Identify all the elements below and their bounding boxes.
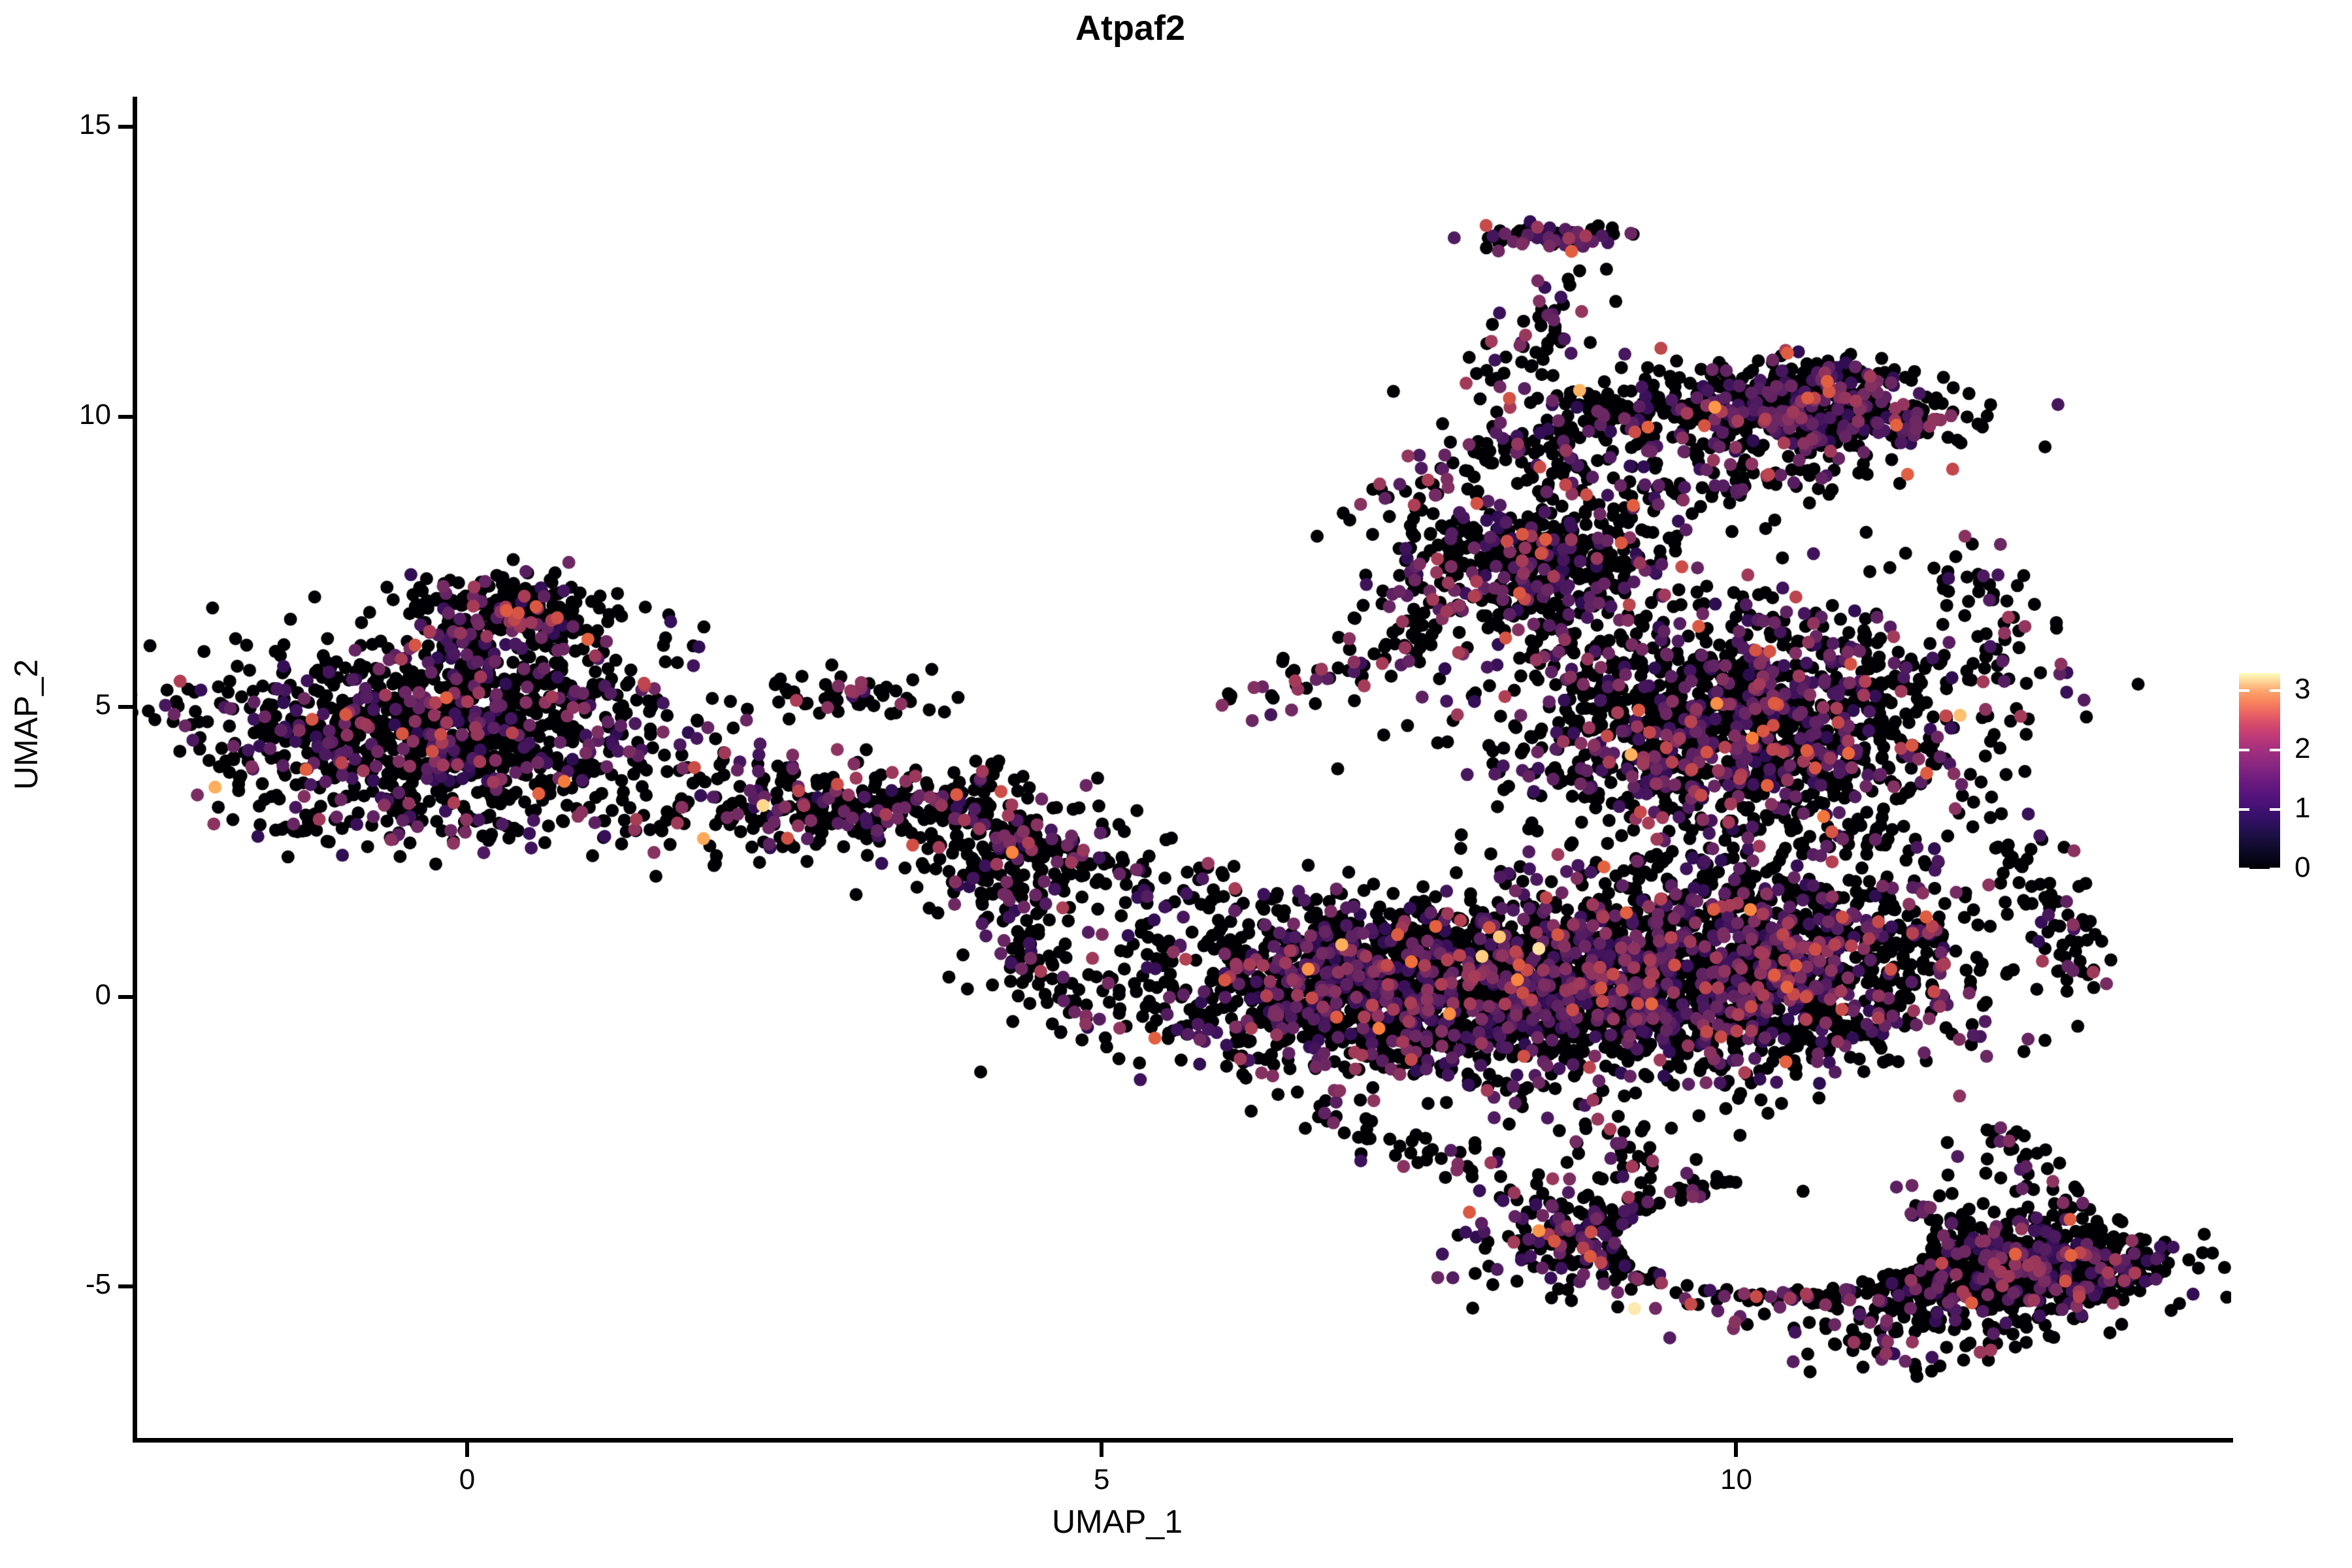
- page-title: Atpaf2: [1075, 8, 1185, 48]
- colorbar-tick-mark: [2270, 689, 2280, 693]
- colorbar-tick-mark: [2270, 868, 2280, 870]
- colorbar-tick-label: 2: [2295, 732, 2311, 765]
- colorbar-tick-mark: [2239, 749, 2249, 752]
- y-axis-title: UMAP_2: [8, 659, 44, 791]
- x-tick-mark: [465, 1443, 470, 1457]
- plot-panel: [137, 98, 2231, 1437]
- y-tick-label: -5: [85, 1268, 111, 1301]
- colorbar-tick-mark: [2270, 749, 2280, 752]
- colorbar-tick-label: 3: [2295, 673, 2311, 706]
- x-tick-mark: [1100, 1443, 1104, 1457]
- colorbar-tick-mark: [2239, 808, 2249, 811]
- y-tick-mark: [118, 994, 133, 999]
- y-tick-label: 0: [95, 978, 111, 1011]
- scatter-points-layer: [137, 98, 2231, 1437]
- colorbar-tick-mark: [2239, 689, 2249, 693]
- x-tick-label: 0: [459, 1463, 476, 1495]
- y-tick-label: 5: [95, 688, 111, 721]
- y-tick-mark: [118, 704, 133, 709]
- y-axis-line: [133, 97, 137, 1443]
- colorbar-tick-label: 1: [2295, 792, 2311, 825]
- colorbar-gradient: [2239, 673, 2280, 869]
- x-tick-label: 5: [1093, 1463, 1110, 1495]
- y-tick-mark: [118, 1284, 133, 1289]
- x-tick-mark: [1734, 1443, 1739, 1457]
- x-tick-label: 10: [1720, 1463, 1752, 1495]
- y-tick-mark: [118, 415, 133, 419]
- colorbar-tick-mark: [2239, 868, 2249, 870]
- x-axis-line: [133, 1438, 2233, 1443]
- y-tick-mark: [118, 125, 133, 129]
- colorbar-tick-mark: [2270, 808, 2280, 811]
- y-tick-label: 15: [79, 108, 111, 141]
- colorbar-tick-label: 0: [2295, 851, 2311, 883]
- colorbar-legend: 0 1 2 3: [2234, 653, 2352, 902]
- y-tick-label: 10: [79, 399, 111, 431]
- x-axis-title: UMAP_1: [1051, 1503, 1183, 1540]
